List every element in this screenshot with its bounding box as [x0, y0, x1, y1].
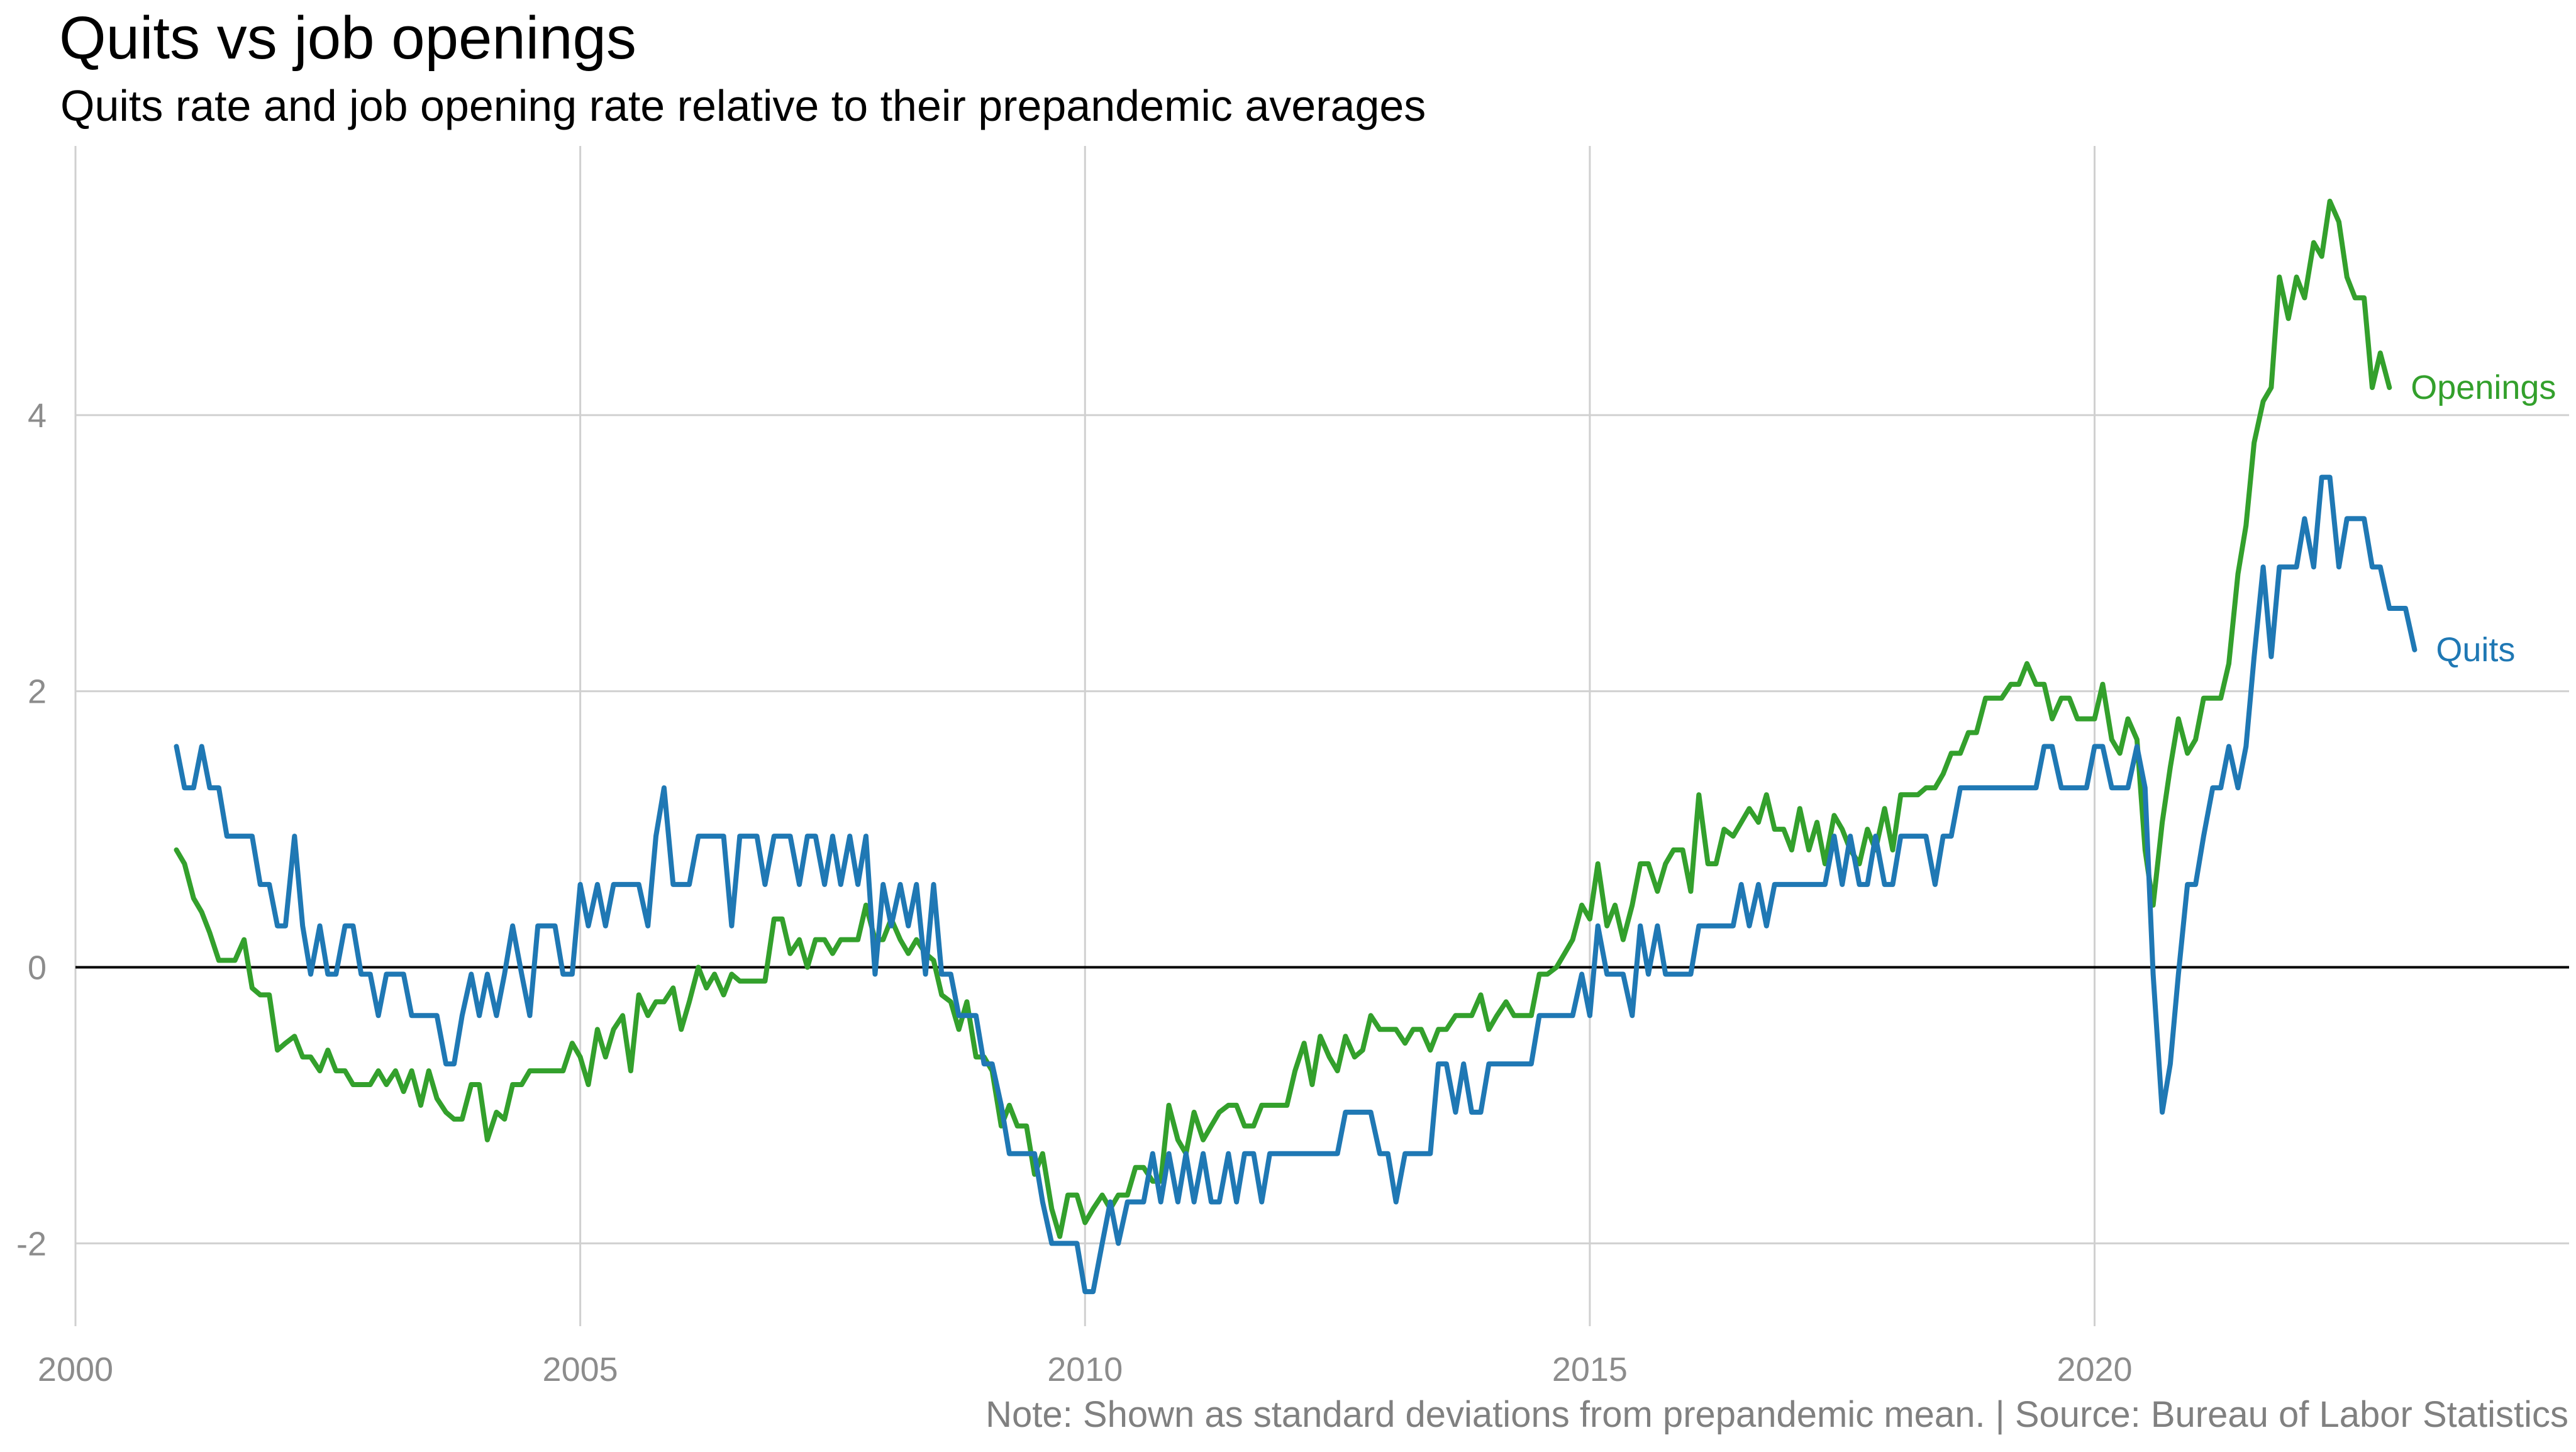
- x-tick-label: 2000: [38, 1351, 113, 1388]
- chart-subtitle: Quits rate and job opening rate relative…: [60, 81, 1426, 130]
- y-tick-label: -2: [16, 1225, 47, 1263]
- x-tick-label: 2010: [1047, 1351, 1123, 1388]
- x-tick-label: 2020: [2057, 1351, 2132, 1388]
- quits-line: [174, 474, 2418, 1295]
- openings-series-label: Openings: [2411, 369, 2556, 406]
- quits-series-label: Quits: [2436, 631, 2515, 669]
- series-lines: [174, 198, 2418, 1295]
- y-tick-label: 4: [28, 397, 47, 435]
- gridlines: [74, 146, 2569, 1326]
- openings-line: [174, 198, 2392, 1239]
- axis-tick-labels: 2000 2005 2010 2015 2020 -2 0 2 4 Openings Quits: [16, 369, 2556, 1388]
- x-tick-label: 2005: [543, 1351, 618, 1388]
- y-tick-label: 0: [28, 949, 47, 987]
- y-tick-label: 2: [28, 673, 47, 711]
- source-note: Note: Shown as standard deviations from …: [985, 1394, 2568, 1435]
- chart-title: Quits vs job openings: [59, 4, 636, 72]
- x-tick-label: 2015: [1552, 1351, 1628, 1388]
